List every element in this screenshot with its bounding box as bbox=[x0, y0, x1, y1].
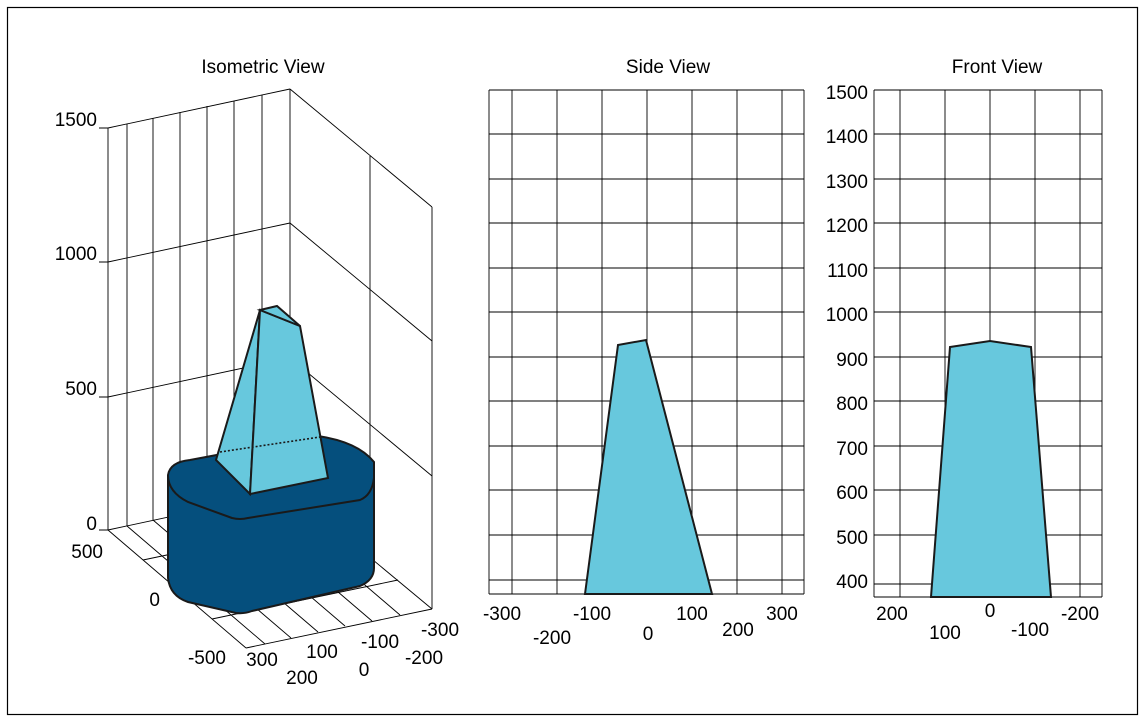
isometric-view-title: Isometric View bbox=[201, 57, 324, 78]
side-x-tick-neg200: -200 bbox=[533, 628, 571, 649]
front-view-shape bbox=[929, 339, 1053, 598]
side-view: Side View -300 bbox=[483, 57, 805, 649]
side-view-title: Side View bbox=[626, 57, 710, 78]
iso-z-tick-1000: 1000 bbox=[55, 244, 97, 265]
front-y-tick-500: 500 bbox=[836, 528, 868, 549]
front-y-tick-1200: 1200 bbox=[826, 216, 868, 237]
front-y-tick-1000: 1000 bbox=[826, 305, 868, 326]
iso-depth-tick-500: 500 bbox=[71, 542, 103, 563]
side-x-tick-neg300: -300 bbox=[483, 604, 521, 625]
front-view-title: Front View bbox=[952, 57, 1043, 78]
iso-front-tick-200: 200 bbox=[286, 668, 318, 689]
side-view-shape bbox=[583, 338, 714, 595]
front-y-tick-1500: 1500 bbox=[826, 83, 868, 104]
front-view-x-ticks: 200 0 -200 100 -100 bbox=[876, 601, 1099, 644]
iso-front-tick-0: 0 bbox=[359, 660, 370, 681]
iso-z-tick-500: 500 bbox=[65, 379, 97, 400]
isometric-z-ticks: 1500 1000 500 0 bbox=[55, 110, 108, 535]
iso-z-tick-0: 0 bbox=[86, 514, 97, 535]
front-view: Front View 1500 1400 bbox=[826, 57, 1103, 644]
iso-front-tick-300: 300 bbox=[246, 650, 278, 671]
front-view-y-ticks: 1500 1400 1300 1200 1100 1000 900 800 70… bbox=[826, 83, 868, 593]
front-x-tick-0: 0 bbox=[985, 601, 996, 622]
iso-depth-tick-neg500: -500 bbox=[188, 648, 226, 669]
front-y-tick-400: 400 bbox=[836, 572, 868, 593]
side-x-tick-100: 100 bbox=[676, 604, 708, 625]
front-x-tick-200: 200 bbox=[876, 604, 908, 625]
iso-front-tick-neg300: -300 bbox=[421, 620, 459, 641]
isometric-front-ticks: 300 200 100 0 -100 -200 -300 bbox=[246, 620, 459, 689]
front-x-tick-neg100: -100 bbox=[1011, 620, 1049, 641]
isometric-depth-ticks: 500 0 -500 bbox=[71, 542, 226, 669]
iso-depth-tick-0: 0 bbox=[149, 590, 160, 611]
front-x-tick-neg200: -200 bbox=[1061, 604, 1099, 625]
side-x-tick-neg100: -100 bbox=[573, 604, 611, 625]
front-y-tick-800: 800 bbox=[836, 394, 868, 415]
front-y-tick-600: 600 bbox=[836, 483, 868, 504]
front-y-tick-1400: 1400 bbox=[826, 127, 868, 148]
front-y-tick-1100: 1100 bbox=[827, 261, 868, 282]
iso-front-tick-100: 100 bbox=[306, 642, 338, 663]
front-x-tick-100: 100 bbox=[929, 623, 961, 644]
front-y-tick-1300: 1300 bbox=[826, 172, 868, 193]
side-view-x-ticks: -300 -100 100 300 -200 0 200 bbox=[483, 604, 798, 649]
iso-front-tick-neg200: -200 bbox=[405, 648, 443, 669]
isometric-pyramid bbox=[214, 304, 330, 497]
side-x-tick-0: 0 bbox=[643, 624, 654, 645]
isometric-view: Isometric View bbox=[55, 57, 459, 689]
front-y-tick-700: 700 bbox=[836, 439, 868, 460]
side-x-tick-300: 300 bbox=[766, 604, 798, 625]
iso-front-tick-neg100: -100 bbox=[361, 632, 399, 653]
iso-z-tick-1500: 1500 bbox=[55, 110, 97, 131]
side-x-tick-200: 200 bbox=[722, 620, 754, 641]
front-y-tick-900: 900 bbox=[836, 350, 868, 371]
